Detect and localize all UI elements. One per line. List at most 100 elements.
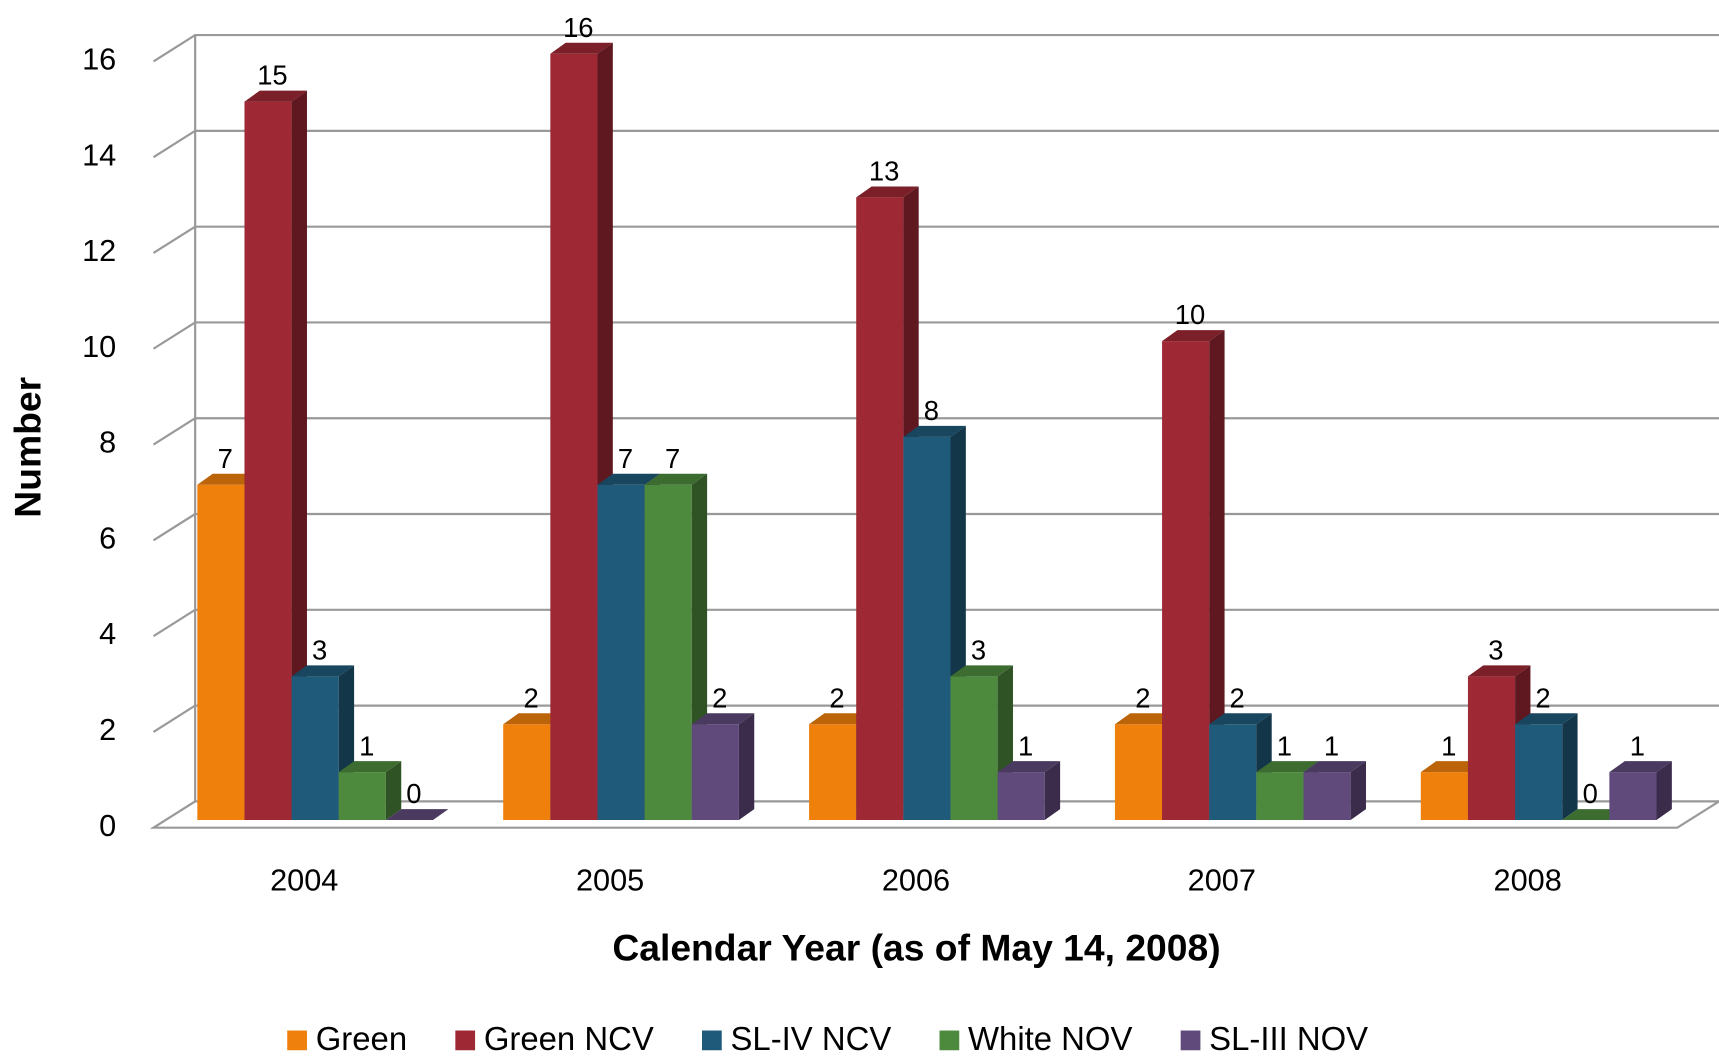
grid-line <box>152 33 1719 63</box>
data-label: 7 <box>218 443 233 474</box>
bar <box>1562 809 1625 821</box>
bar-front <box>197 484 245 821</box>
bar-top <box>997 761 1061 773</box>
bar-top <box>809 713 872 725</box>
bar-front <box>291 676 339 821</box>
bar-top <box>597 473 660 485</box>
bar-front <box>691 724 739 821</box>
data-label: 0 <box>1583 778 1598 809</box>
bar-front <box>597 484 645 821</box>
bar-front <box>1209 724 1257 821</box>
data-label: 2 <box>524 682 539 713</box>
bar-top <box>950 665 1013 677</box>
data-label: 10 <box>1175 299 1205 330</box>
data-label: 7 <box>618 443 633 474</box>
bar-top <box>1303 761 1366 773</box>
legend-swatch <box>287 1030 307 1051</box>
y-tick-label: 2 <box>99 712 116 747</box>
bar-top <box>503 713 566 725</box>
bar-top <box>244 90 307 102</box>
bar-front <box>550 53 598 821</box>
data-label: 1 <box>1277 730 1292 761</box>
bar-top <box>1209 713 1272 725</box>
legend-swatch <box>455 1030 476 1051</box>
y-axis-title: Number <box>7 377 49 518</box>
bar-side <box>1562 713 1578 821</box>
bar-top <box>1609 761 1672 773</box>
x-axis-title: Calendar Year (as of May 14, 2008) <box>612 926 1220 968</box>
data-label: 1 <box>1324 730 1339 761</box>
bar-front <box>950 676 998 821</box>
x-tick-label: 2004 <box>270 863 338 898</box>
grid-line <box>152 225 1719 254</box>
bar-front <box>1467 676 1516 821</box>
bar-front <box>1609 772 1657 821</box>
data-label: 2 <box>1230 682 1245 713</box>
grid-line <box>152 129 1719 159</box>
bar-side <box>1044 761 1061 821</box>
data-label: 1 <box>359 730 374 761</box>
y-tick-label: 0 <box>99 808 116 843</box>
x-tick-label: 2007 <box>1188 863 1256 898</box>
bar-side <box>1350 761 1366 821</box>
bar-top <box>1515 713 1578 725</box>
bar-front <box>1303 772 1351 821</box>
legend-label: SL-III NOV <box>1209 1020 1368 1057</box>
legend-label: SL-IV NCV <box>731 1020 892 1057</box>
data-label: 13 <box>869 156 899 187</box>
data-label: 2 <box>712 682 727 713</box>
y-tick-label: 6 <box>99 520 116 555</box>
bar-top <box>1114 713 1178 725</box>
bar-top <box>1256 761 1319 773</box>
bar-side <box>738 713 755 821</box>
bar <box>385 809 449 821</box>
bar-top <box>291 665 355 677</box>
bar-top <box>1467 665 1531 677</box>
data-label: 1 <box>1441 730 1456 761</box>
bar-front <box>244 101 292 821</box>
bar-front <box>1114 724 1163 821</box>
bar <box>691 713 755 821</box>
data-label: 3 <box>971 634 986 665</box>
data-label: 3 <box>312 634 327 665</box>
legend-swatch <box>702 1030 722 1051</box>
bar-front <box>1420 772 1468 821</box>
data-label: 2 <box>1535 682 1550 713</box>
bar-front <box>644 484 692 821</box>
bar <box>244 90 307 821</box>
legend-swatch <box>1180 1030 1201 1051</box>
bar-top <box>644 473 708 485</box>
bar-top <box>338 761 402 773</box>
bar-top <box>1562 809 1625 821</box>
bar-front <box>903 436 951 821</box>
data-label: 15 <box>257 60 287 91</box>
data-label: 3 <box>1488 634 1503 665</box>
bar-front <box>997 772 1045 821</box>
bar-top <box>1420 761 1484 773</box>
data-label: 16 <box>563 12 593 43</box>
bar-front <box>1256 772 1304 821</box>
legend-label: Green NCV <box>484 1020 654 1057</box>
data-label: 0 <box>406 778 421 809</box>
y-tick-label: 10 <box>82 329 116 364</box>
bar-front <box>1162 341 1210 821</box>
y-tick-label: 8 <box>99 425 116 460</box>
y-tick-label: 4 <box>99 616 116 651</box>
data-label: 7 <box>665 443 680 474</box>
bar-front <box>1515 724 1563 821</box>
legend-swatch <box>939 1030 960 1051</box>
bar-top <box>691 713 755 725</box>
x-tick-label: 2006 <box>882 863 950 898</box>
y-tick-label: 12 <box>82 233 116 268</box>
bar-side <box>291 90 307 821</box>
x-tick-label: 2005 <box>576 863 644 898</box>
bar <box>1303 761 1366 821</box>
grid-line <box>152 321 1719 350</box>
bar-side <box>1656 761 1672 821</box>
plot: Calendar Year (as of May 14, 2008) Numbe… <box>7 12 1719 1057</box>
bar-top <box>903 425 966 437</box>
bar-top <box>550 42 613 54</box>
bar-front <box>809 724 857 821</box>
bar <box>338 761 402 821</box>
